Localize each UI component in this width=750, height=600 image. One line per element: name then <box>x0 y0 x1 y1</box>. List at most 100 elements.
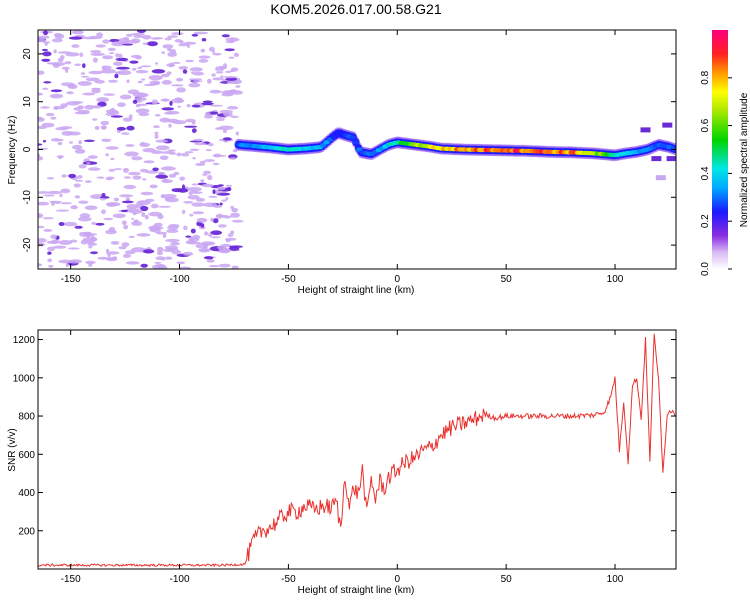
heatmap-noise-cell <box>192 80 203 83</box>
heatmap-noise-cell <box>159 117 171 123</box>
heatmap-noise-cell <box>164 37 172 41</box>
heatmap-noise-cell <box>150 225 160 231</box>
heatmap-noise-cell <box>206 259 215 263</box>
heatmap-noise-cell <box>90 251 98 255</box>
heatmap-noise-cell <box>38 263 43 267</box>
heatmap-noise-cell <box>132 175 142 180</box>
heatmap-noise-cell <box>201 38 207 42</box>
colorbar-label: Normalized spectral amplitude <box>739 92 750 227</box>
heatmap-noise-cell <box>164 245 178 250</box>
heatmap-noise-cell <box>121 242 130 248</box>
heatmap-noise-speckles <box>38 30 244 269</box>
heatmap-noise-cell <box>87 155 98 159</box>
heatmap-noise-cell <box>207 78 212 84</box>
heatmap-noise-cell <box>47 62 52 65</box>
heatmap-noise-cell <box>58 259 73 264</box>
heatmap-noise-cell <box>43 81 52 84</box>
heatmap-noise-cell <box>166 71 172 75</box>
heatmap-noise-cell <box>38 201 50 206</box>
heatmap-edge-cell <box>640 127 651 133</box>
heatmap-noise-cell <box>49 200 62 203</box>
heatmap-noise-cell <box>140 142 146 145</box>
heatmap-noise-cell <box>38 225 45 229</box>
heatmap-noise-cell <box>191 121 196 125</box>
heatmap-noise-cell <box>78 140 82 145</box>
heatmap-noise-cell <box>90 50 102 54</box>
heatmap-noise-cell <box>198 226 206 230</box>
heatmap-noise-cell <box>47 246 56 251</box>
heatmap-noise-cell <box>212 50 215 54</box>
heatmap-noise-cell <box>61 66 70 70</box>
heatmap-noise-cell <box>92 57 98 63</box>
heatmap-noise-cell <box>229 157 237 160</box>
heatmap-noise-cell <box>61 174 67 178</box>
heatmap-signal-trace <box>234 122 676 181</box>
heatmap-noise-cell <box>133 92 147 98</box>
heatmap-noise-cell <box>224 70 232 73</box>
heatmap-noise-cell <box>118 53 123 59</box>
heatmap-noise-cell <box>210 236 221 239</box>
heatmap-noise-cell <box>163 112 175 115</box>
heatmap-edge-cell <box>662 122 673 128</box>
heatmap-noise-cell <box>67 84 76 88</box>
heatmap-noise-cell <box>221 199 227 202</box>
heatmap-noise-cell <box>140 191 154 196</box>
heatmap-noise-cell <box>101 209 106 215</box>
heatmap-noise-cell <box>96 32 103 37</box>
heatmap-noise-cell <box>171 61 181 64</box>
heatmap-noise-cell <box>213 205 223 208</box>
heatmap-noise-cell <box>38 70 45 75</box>
heatmap-noise-cell <box>95 44 106 48</box>
heatmap-noise-cell <box>91 221 96 225</box>
heatmap-noise-cell <box>215 71 224 74</box>
heatmap-noise-cell <box>192 157 196 160</box>
heatmap-noise-cell <box>118 246 127 250</box>
heatmap-noise-cell <box>145 198 155 202</box>
heatmap-noise-cell <box>226 81 240 84</box>
heatmap-noise-cell <box>188 82 201 88</box>
heatmap-noise-cell <box>137 66 142 69</box>
spectrogram-x-axis: -150 -100 -50 0 50 100 <box>61 30 624 285</box>
heatmap-noise-cell <box>170 241 180 246</box>
heatmap-noise-cell <box>161 80 172 85</box>
heatmap-noise-cell <box>162 44 174 49</box>
heatmap-noise-cell <box>183 41 197 45</box>
heatmap-noise-cell <box>194 163 206 166</box>
heatmap-noise-cell <box>177 105 181 108</box>
heatmap-noise-cell <box>148 75 163 81</box>
heatmap-noise-cell <box>157 205 172 208</box>
heatmap-noise-cell <box>192 211 205 215</box>
heatmap-noise-cell <box>167 51 178 57</box>
heatmap-noise-cell <box>179 40 184 44</box>
heatmap-noise-cell <box>183 225 188 231</box>
spectrogram-x-label: Height of straight line (km) <box>298 285 415 296</box>
x-tick-label: -100 <box>170 274 190 285</box>
heatmap-noise-cell <box>231 219 244 223</box>
heatmap-noise-cell <box>141 212 146 218</box>
heatmap-noise-cell <box>58 155 62 160</box>
heatmap-noise-cell <box>95 222 105 226</box>
heatmap-noise-cell <box>178 66 189 70</box>
heatmap-noise-cell <box>207 143 214 147</box>
y-tick-label: 200 <box>18 526 35 537</box>
heatmap-noise-cell <box>181 152 190 157</box>
heatmap-noise-cell <box>142 35 152 40</box>
heatmap-noise-cell <box>97 101 107 107</box>
heatmap-noise-cell <box>92 118 98 121</box>
heatmap-noise-cell <box>214 68 221 71</box>
heatmap-noise-cell <box>55 209 70 212</box>
heatmap-noise-cell <box>122 253 132 258</box>
heatmap-noise-cell <box>100 197 106 201</box>
heatmap-noise-cell <box>114 168 123 171</box>
heatmap-noise-cell <box>137 80 143 84</box>
heatmap-noise-cell <box>125 208 140 211</box>
heatmap-noise-cell <box>198 59 209 63</box>
heatmap-noise-cell <box>38 92 44 96</box>
heatmap-noise-cell <box>155 62 158 65</box>
heatmap-noise-cell <box>218 248 231 254</box>
heatmap-noise-cell <box>41 48 49 52</box>
heatmap-noise-cell <box>108 79 118 83</box>
heatmap-noise-cell <box>119 194 134 198</box>
heatmap-noise-cell <box>128 114 133 120</box>
heatmap-noise-cell <box>176 77 184 82</box>
